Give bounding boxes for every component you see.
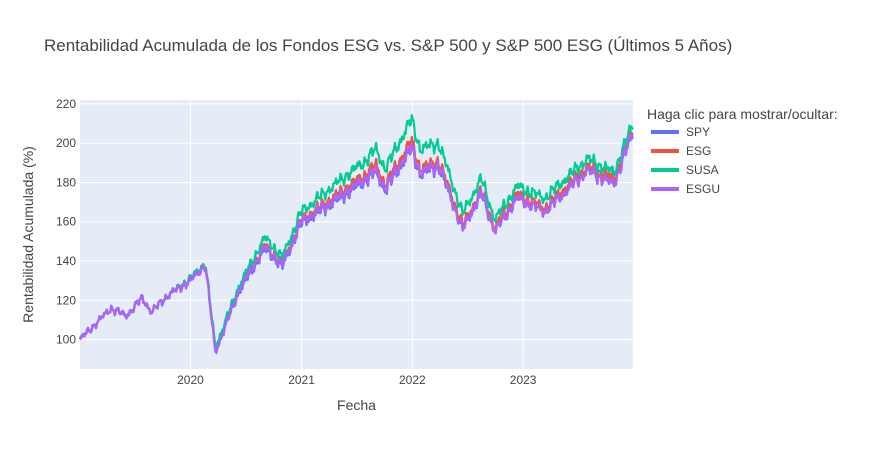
- legend-label: ESG: [686, 144, 711, 158]
- x-tick-label: 2022: [399, 373, 426, 387]
- y-tick-label: 140: [56, 254, 76, 268]
- legend-item-susa[interactable]: SUSA: [651, 163, 719, 177]
- y-tick-label: 120: [56, 293, 76, 307]
- legend-label: ESGU: [686, 182, 720, 196]
- x-tick-label: 2020: [177, 373, 204, 387]
- y-axis-title: Rentabilidad Acumulada (%): [20, 146, 36, 323]
- chart-title: Rentabilidad Acumulada de los Fondos ESG…: [44, 36, 732, 55]
- legend-item-esg[interactable]: ESG: [651, 144, 711, 158]
- legend-item-spy[interactable]: SPY: [651, 125, 710, 139]
- tick-layer: 100 120 140 160 180 200 220 2020 2021 2022 2023: [56, 97, 537, 387]
- legend[interactable]: Haga clic para mostrar/ocultar: SPY ESG SU…: [647, 106, 838, 196]
- series-line-esgu: [78, 133, 634, 355]
- legend-label: SPY: [686, 125, 710, 139]
- x-tick-label: 2021: [288, 373, 315, 387]
- legend-items[interactable]: SPY ESG SUSA ESGU: [651, 125, 720, 196]
- y-tick-label: 160: [56, 215, 76, 229]
- legend-title: Haga clic para mostrar/ocultar:: [647, 106, 838, 122]
- series-layer: [78, 113, 634, 355]
- x-tick-label: 2023: [510, 373, 537, 387]
- y-tick-label: 220: [56, 97, 76, 111]
- plot-background: [80, 100, 633, 369]
- y-tick-label: 200: [56, 136, 76, 150]
- legend-item-esgu[interactable]: ESGU: [651, 182, 720, 196]
- y-tick-label: 180: [56, 175, 76, 189]
- x-axis-title: Fecha: [337, 397, 376, 413]
- legend-label: SUSA: [686, 163, 719, 177]
- y-tick-label: 100: [56, 333, 76, 347]
